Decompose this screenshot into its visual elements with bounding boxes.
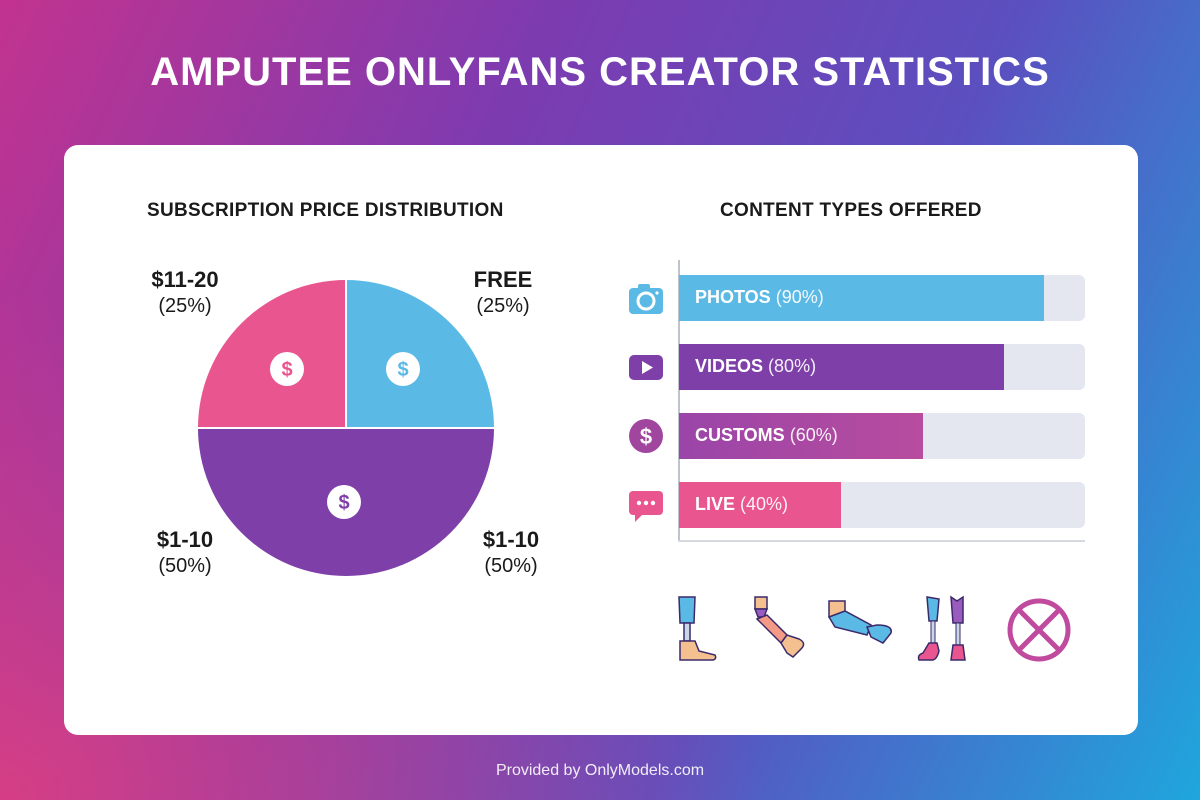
- x-axis-line: [678, 540, 1085, 542]
- bar-fill-photos: PHOTOS (90%): [679, 275, 1045, 321]
- prosthetic-legs-pair-icon: [915, 595, 985, 665]
- pie-label-11-20: $11-20 (25%): [151, 267, 219, 317]
- pie-chart: $ $ $: [198, 280, 494, 576]
- dollar-icon: $: [628, 418, 664, 454]
- dollar-icon: $: [270, 352, 304, 386]
- prosthetic-arm-icon: [741, 595, 811, 665]
- limb-icons-row: [659, 595, 1099, 675]
- video-play-icon: [628, 349, 664, 385]
- prosthetic-forearm-icon: [827, 595, 897, 665]
- pie-label-1-10-left: $1-10 (50%): [156, 527, 214, 577]
- footer-credit: Provided by OnlyModels.com: [495, 762, 705, 779]
- bar-row-videos: VIDEOS (80%): [624, 344, 1094, 390]
- pie-label-free: FREE (25%): [473, 267, 533, 317]
- chat-bubble-icon: [628, 487, 664, 523]
- bar-track: PHOTOS (90%): [679, 275, 1085, 321]
- prohibited-x-icon: [1004, 595, 1074, 665]
- dollar-icon: $: [327, 485, 361, 519]
- pie-label-1-10-right: $1-10 (50%): [482, 527, 540, 577]
- bar-row-live: LIVE (40%): [624, 482, 1094, 528]
- bar-fill-videos: VIDEOS (80%): [679, 344, 1004, 390]
- bar-fill-customs: CUSTOMS (60%): [679, 413, 923, 459]
- bar-fill-live: LIVE (40%): [679, 482, 842, 528]
- svg-text:$: $: [338, 492, 349, 514]
- svg-text:$: $: [397, 359, 408, 381]
- dollar-icon: $: [386, 352, 420, 386]
- pie-chart-title: SUBSCRIPTION PRICE DISTRIBUTION: [147, 200, 504, 221]
- camera-icon: [628, 280, 664, 316]
- bar-chart: PHOTOS (90%) VIDEOS (80%): [624, 260, 1094, 545]
- bar-track: VIDEOS (80%): [679, 344, 1085, 390]
- pie-slice-11-20: [198, 280, 346, 428]
- svg-text:$: $: [281, 359, 292, 381]
- bar-row-photos: PHOTOS (90%): [624, 275, 1094, 321]
- pie-slice-free: [346, 280, 494, 428]
- bar-row-customs: $ CUSTOMS (60%): [624, 413, 1094, 459]
- stats-card: SUBSCRIPTION PRICE DISTRIBUTION $11-20 (…: [64, 145, 1138, 735]
- y-axis-line: [678, 260, 680, 540]
- bar-track: LIVE (40%): [679, 482, 1085, 528]
- bar-track: CUSTOMS (60%): [679, 413, 1085, 459]
- svg-text:$: $: [640, 424, 652, 449]
- page-title: AMPUTEE ONLYFANS CREATOR STATISTICS: [150, 50, 1050, 94]
- prosthetic-leg-icon: [659, 595, 729, 665]
- bar-chart-title: CONTENT TYPES OFFERED: [720, 200, 982, 221]
